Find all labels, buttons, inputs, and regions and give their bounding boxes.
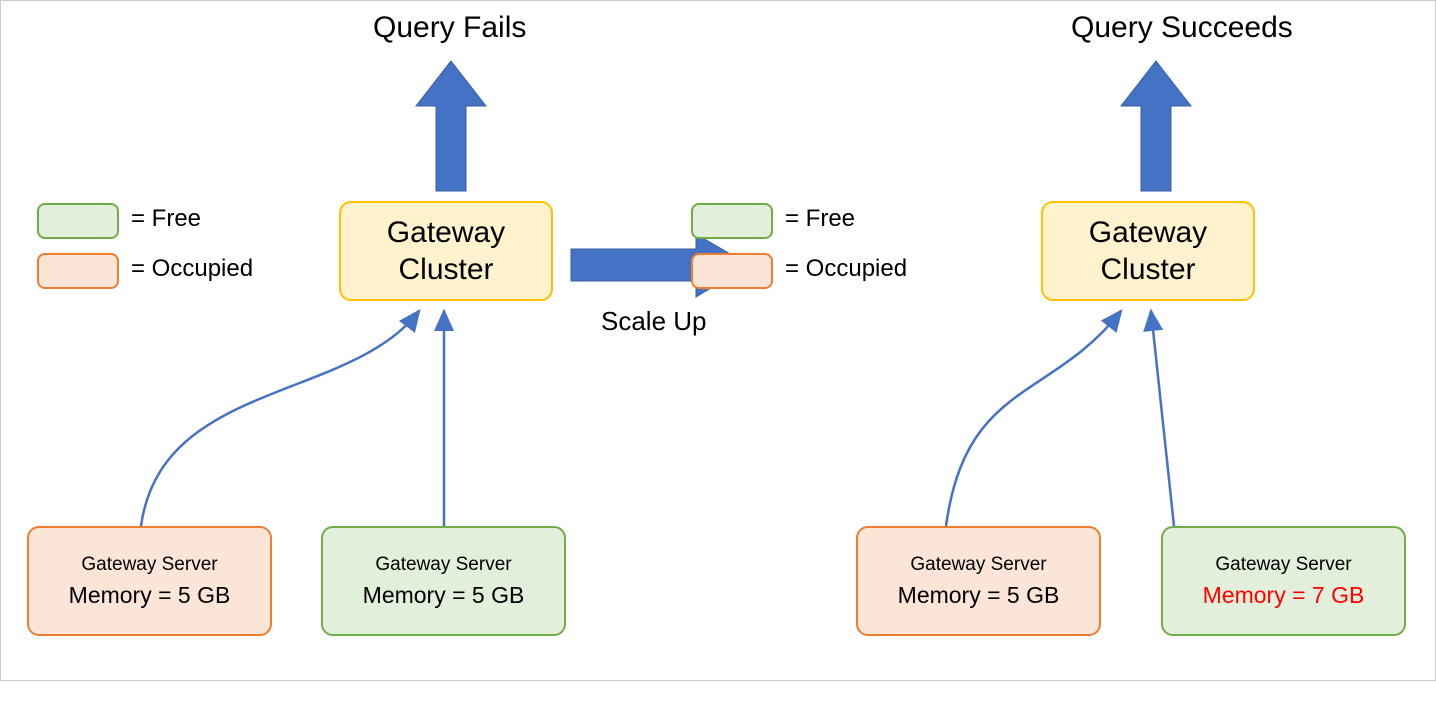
cluster-line1: Gateway	[1089, 214, 1207, 252]
gateway-cluster-left: Gateway Cluster	[339, 201, 553, 301]
legend-occupied-label-left: = Occupied	[131, 255, 253, 283]
up-arrow-right-icon	[1116, 61, 1196, 191]
up-arrow-left-icon	[411, 61, 491, 191]
legend-occupied-label-right: = Occupied	[785, 255, 907, 283]
legend-occupied-swatch-left	[37, 253, 119, 289]
gateway-server-left-1: Gateway Server Memory = 5 GB	[27, 526, 272, 636]
cluster-line1: Gateway	[387, 214, 505, 252]
gateway-server-right-1: Gateway Server Memory = 5 GB	[856, 526, 1101, 636]
server-memory: Memory = 5 GB	[898, 582, 1060, 609]
server-title: Gateway Server	[375, 554, 511, 576]
right-title: Query Succeeds	[1071, 11, 1293, 45]
server-memory: Memory = 5 GB	[363, 582, 525, 609]
gateway-server-left-2: Gateway Server Memory = 5 GB	[321, 526, 566, 636]
legend-free-swatch-left	[37, 203, 119, 239]
legend-occupied-swatch-right	[691, 253, 773, 289]
gateway-server-right-2: Gateway Server Memory = 7 GB	[1161, 526, 1406, 636]
server-memory-highlight: Memory = 7 GB	[1203, 582, 1365, 609]
server-memory: Memory = 5 GB	[69, 582, 231, 609]
legend-free-label-left: = Free	[131, 205, 201, 233]
gateway-cluster-right: Gateway Cluster	[1041, 201, 1255, 301]
server-title: Gateway Server	[1215, 554, 1351, 576]
legend-free-swatch-right	[691, 203, 773, 239]
server-title: Gateway Server	[910, 554, 1046, 576]
scale-up-label: Scale Up	[601, 306, 707, 337]
cluster-line2: Cluster	[398, 251, 493, 289]
left-title: Query Fails	[373, 11, 526, 45]
cluster-line2: Cluster	[1100, 251, 1195, 289]
legend-free-label-right: = Free	[785, 205, 855, 233]
server-title: Gateway Server	[81, 554, 217, 576]
